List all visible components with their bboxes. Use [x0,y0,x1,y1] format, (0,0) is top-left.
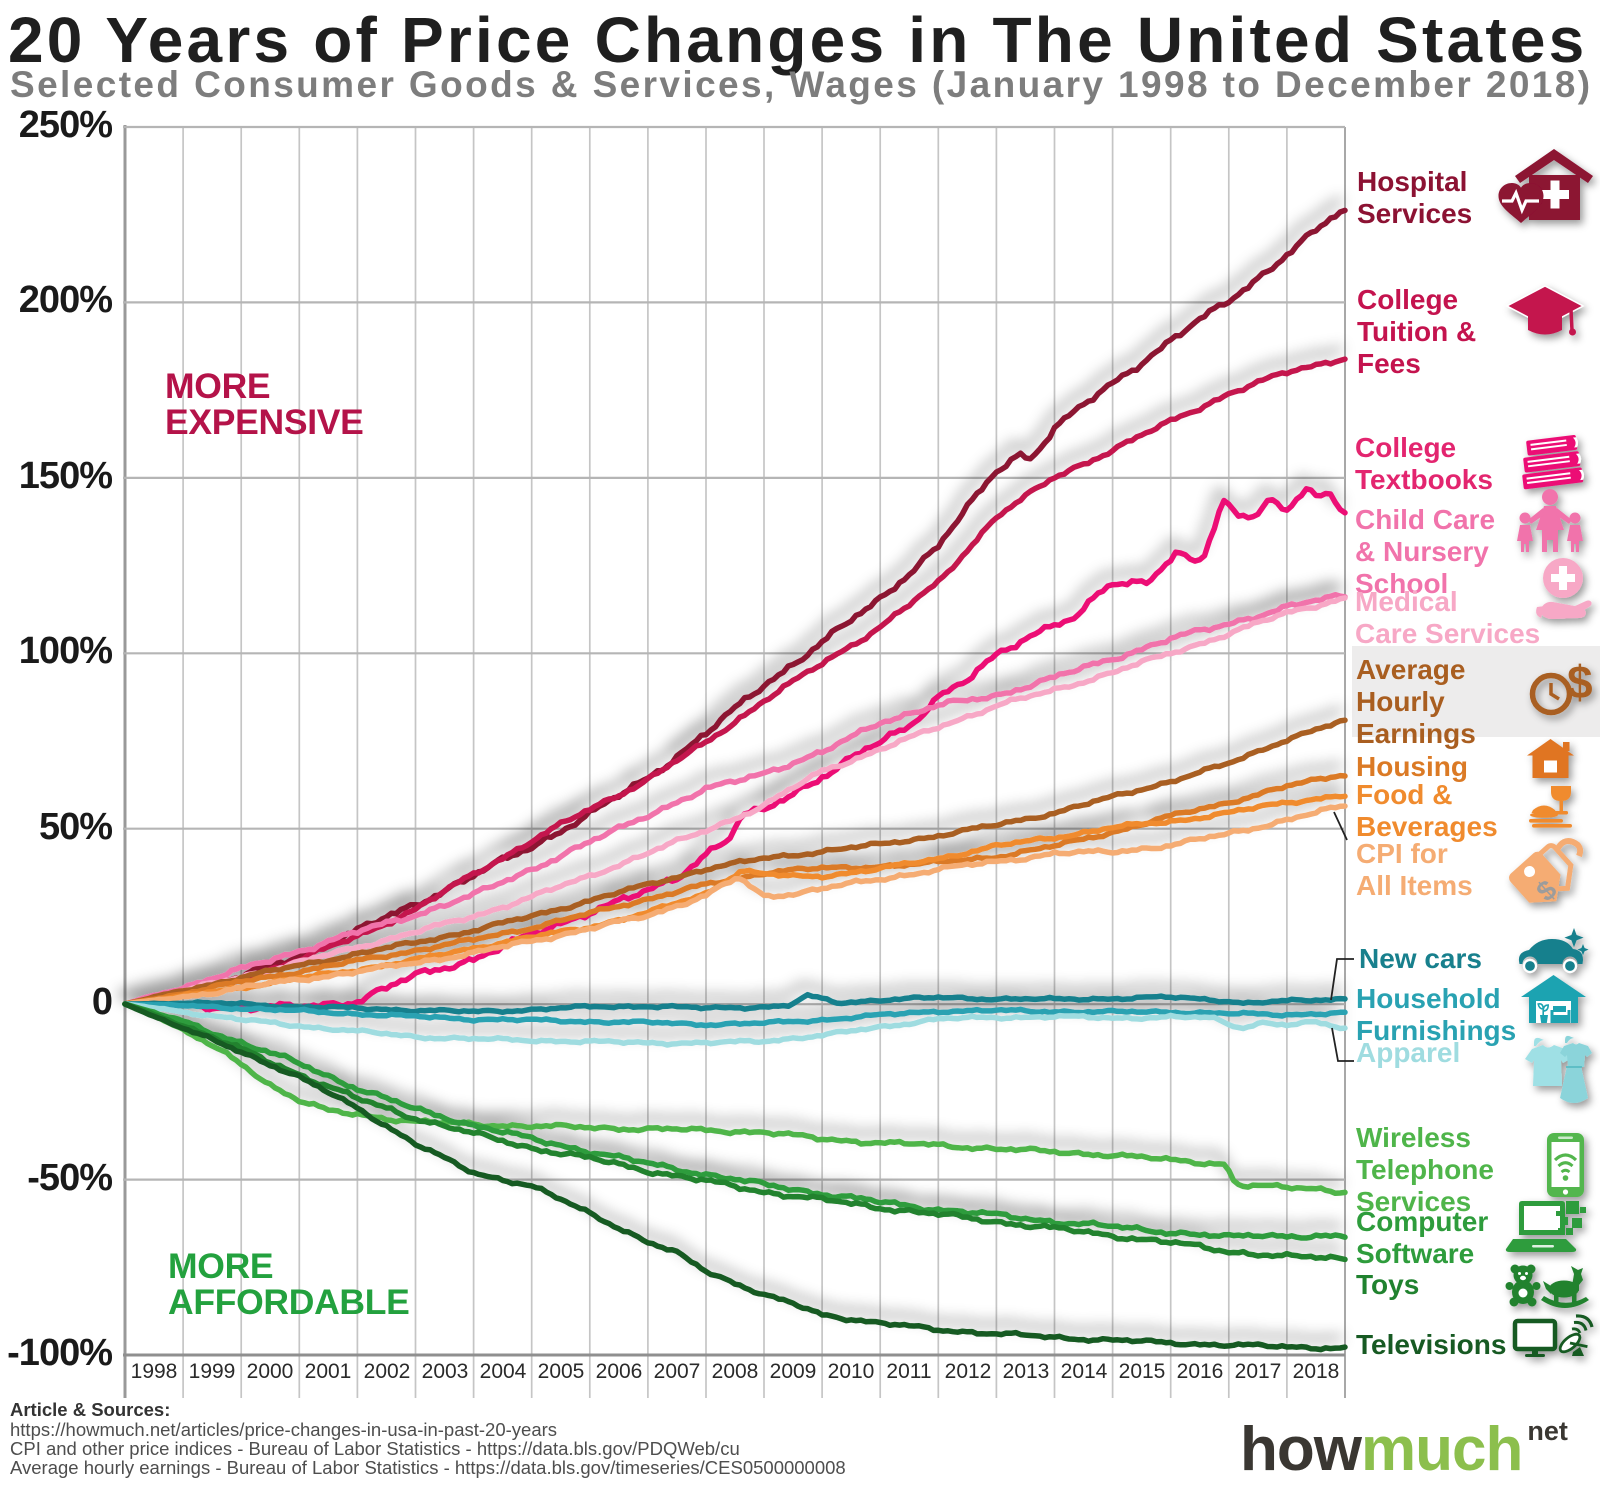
svg-text:$: $ [1567,656,1593,708]
